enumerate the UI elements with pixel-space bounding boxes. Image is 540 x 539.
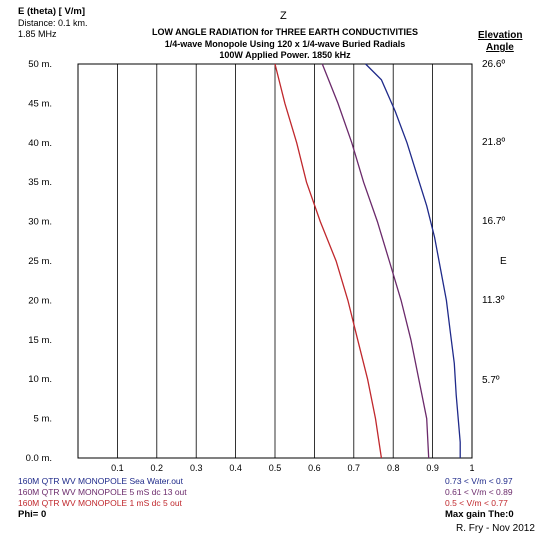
y-tick-label: 25 m.: [28, 256, 52, 267]
phi-label: Phi= 0: [18, 509, 47, 520]
distance-label: Distance: 0.1 km.: [18, 18, 88, 28]
chart-grid: [77, 63, 473, 459]
quantity-label: E (theta) [ V/m]: [18, 6, 86, 17]
elevation-label-16-7: 16.7º: [482, 216, 506, 227]
y-tick-label: 10 m.: [28, 374, 52, 385]
x-tick-label: 0.3: [190, 463, 203, 473]
y-tick-label: 30 m.: [28, 217, 52, 228]
x-tick-label: 0.5: [269, 463, 282, 473]
chart-title-line3: 100W Applied Power. 1850 kHz: [219, 50, 351, 60]
x-tick-label: 0.6: [308, 463, 321, 473]
series-line-1: [321, 63, 430, 459]
y-tick-label: 0.0 m.: [26, 453, 52, 464]
x-tick-label: 0.2: [151, 463, 164, 473]
legend-item-sea-water: 160M QTR WV MONOPOLE Sea Water.out: [18, 476, 184, 486]
y-tick-label: 20 m.: [28, 295, 52, 306]
chart-axis-labels: 0.1 0.2 0.3 0.4 0.5 0.6 0.7 0.8 0.9 1 0.0 m. 5 m. 10…: [26, 59, 475, 473]
e-label: E: [500, 256, 507, 267]
x-tick-label: 0.7: [348, 463, 361, 473]
x-tick-label: 1: [469, 463, 474, 473]
frequency-label: 1.85 MHz: [18, 29, 57, 39]
series-line-2: [274, 63, 383, 459]
chart-title-line1: LOW ANGLE RADIATION for THREE EARTH COND…: [152, 27, 418, 37]
max-gain-label: Max gain The:0: [445, 509, 514, 520]
y-tick-label: 15 m.: [28, 335, 52, 346]
elevation-label-11-3: 11.3º: [482, 295, 505, 306]
y-tick-label: 50 m.: [28, 59, 52, 70]
y-tick-label: 45 m.: [28, 98, 52, 109]
elevation-label-26-6: 26.6º: [482, 59, 506, 70]
elevation-label-21-8: 21.8º: [482, 137, 506, 148]
legend-item-5ms: 160M QTR WV MONOPOLE 5 mS dc 13 out: [18, 487, 187, 497]
x-tick-label: 0.9: [426, 463, 439, 473]
elevation-label-5-7: 5.7º: [482, 375, 500, 386]
y-tick-label: 35 m.: [28, 177, 52, 188]
x-tick-label: 0.4: [229, 463, 242, 473]
chart-series: [274, 63, 461, 459]
y-tick-label: 40 m.: [28, 138, 52, 149]
series-line-0: [365, 63, 461, 458]
chart-title-line2: 1/4-wave Monopole Using 120 x 1/4-wave B…: [164, 39, 406, 49]
angle-heading: Angle: [486, 42, 514, 53]
legend-range-5ms: 0.61 < V/m < 0.89: [445, 487, 513, 497]
legend-item-1ms: 160M QTR WV MONOPOLE 1 mS dc 5 out: [18, 498, 182, 508]
x-tick-label: 0.1: [111, 463, 124, 473]
z-label: Z: [280, 10, 287, 22]
credit-label: R. Fry - Nov 2012: [456, 523, 535, 534]
y-tick-label: 5 m.: [34, 414, 52, 425]
elevation-heading: Elevation: [478, 30, 523, 41]
x-tick-label: 0.8: [387, 463, 400, 473]
legend-range-sea-water: 0.73 < V/m < 0.97: [445, 476, 513, 486]
legend-range-1ms: 0.5 < V/m < 0.77: [445, 498, 508, 508]
